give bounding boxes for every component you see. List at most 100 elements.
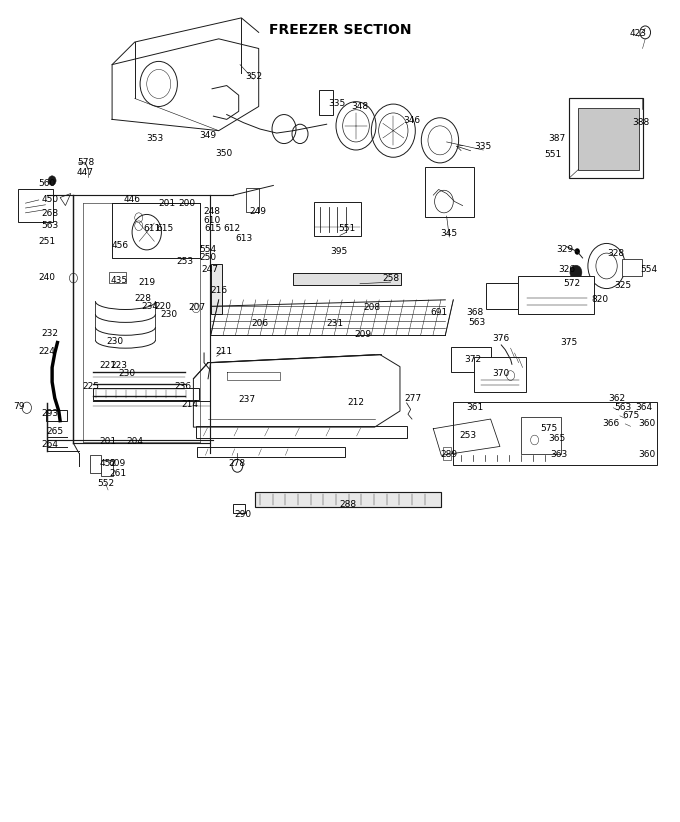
Text: 364: 364 [635, 404, 652, 413]
Text: 353: 353 [146, 134, 163, 143]
Text: 362: 362 [609, 394, 626, 403]
Text: 253: 253 [177, 256, 194, 266]
Text: 615: 615 [157, 224, 174, 233]
Text: 578: 578 [77, 159, 94, 168]
Text: 335: 335 [328, 99, 346, 108]
Text: 452: 452 [99, 459, 116, 468]
Text: 345: 345 [441, 229, 458, 238]
Text: 221: 221 [99, 362, 116, 371]
Text: 237: 237 [238, 395, 255, 404]
FancyBboxPatch shape [101, 460, 113, 476]
Text: 572: 572 [563, 279, 581, 289]
FancyBboxPatch shape [486, 283, 518, 309]
Text: 224: 224 [38, 347, 55, 356]
Text: 446: 446 [124, 196, 141, 205]
Text: 395: 395 [330, 247, 347, 256]
Text: 288: 288 [339, 500, 356, 509]
Text: 365: 365 [549, 434, 566, 443]
Text: 247: 247 [201, 265, 218, 274]
Text: 248: 248 [203, 206, 220, 215]
Text: 360: 360 [638, 450, 655, 459]
Text: 551: 551 [545, 150, 562, 159]
FancyBboxPatch shape [196, 427, 407, 437]
Text: 360: 360 [638, 419, 655, 428]
Text: 253: 253 [460, 431, 477, 440]
Circle shape [575, 248, 580, 255]
FancyBboxPatch shape [569, 98, 643, 178]
Text: 363: 363 [550, 450, 567, 459]
FancyBboxPatch shape [292, 273, 401, 284]
Text: 249: 249 [249, 206, 266, 215]
Text: 563: 563 [41, 221, 58, 230]
Text: 335: 335 [475, 142, 492, 151]
Text: 388: 388 [632, 118, 650, 127]
Text: 277: 277 [405, 394, 422, 403]
Text: 352: 352 [245, 72, 262, 81]
Text: 575: 575 [541, 424, 558, 433]
Text: 366: 366 [602, 419, 619, 428]
Text: 223: 223 [110, 362, 127, 371]
FancyBboxPatch shape [109, 271, 126, 283]
FancyBboxPatch shape [452, 348, 491, 372]
FancyBboxPatch shape [521, 417, 560, 454]
Text: 612: 612 [224, 224, 241, 233]
Text: 264: 264 [41, 441, 58, 450]
Text: 375: 375 [560, 338, 578, 347]
Text: 290: 290 [234, 510, 252, 519]
Text: 219: 219 [138, 278, 155, 287]
Text: 551: 551 [338, 224, 355, 233]
Text: 201: 201 [158, 199, 175, 208]
FancyBboxPatch shape [320, 90, 333, 115]
Text: 265: 265 [46, 427, 63, 436]
Text: 216: 216 [210, 286, 227, 294]
FancyBboxPatch shape [453, 402, 657, 465]
Text: 691: 691 [430, 308, 447, 317]
Circle shape [48, 176, 56, 186]
Text: 261: 261 [109, 469, 126, 478]
Text: 204: 204 [126, 437, 143, 446]
Text: 554: 554 [199, 246, 217, 254]
Text: 554: 554 [641, 265, 658, 274]
Text: 563: 563 [614, 404, 631, 413]
Text: 435: 435 [110, 276, 127, 285]
Text: 325: 325 [614, 281, 631, 290]
Text: 231: 231 [326, 320, 343, 329]
Text: 207: 207 [189, 303, 206, 312]
Text: 368: 368 [466, 308, 483, 317]
Text: 206: 206 [252, 320, 269, 329]
FancyBboxPatch shape [518, 276, 594, 313]
Text: 258: 258 [382, 275, 399, 284]
Text: 447: 447 [77, 168, 94, 177]
Text: 232: 232 [41, 329, 58, 338]
FancyBboxPatch shape [233, 504, 245, 513]
Text: 230: 230 [118, 369, 135, 378]
Text: 214: 214 [181, 400, 198, 409]
Text: 610: 610 [203, 215, 221, 224]
Text: 820: 820 [592, 295, 609, 304]
Text: 268: 268 [41, 209, 58, 218]
Text: 376: 376 [492, 334, 510, 343]
Text: 220: 220 [154, 302, 171, 311]
Text: 236: 236 [174, 382, 191, 391]
Text: 611: 611 [143, 224, 160, 233]
Text: 329: 329 [557, 246, 574, 254]
Text: 456: 456 [112, 241, 129, 250]
Text: 609: 609 [109, 459, 126, 468]
Text: 346: 346 [403, 117, 420, 126]
FancyBboxPatch shape [246, 188, 259, 212]
Text: 372: 372 [464, 355, 482, 364]
Text: 450: 450 [41, 196, 58, 205]
Text: 240: 240 [38, 273, 55, 282]
Text: 211: 211 [216, 347, 233, 356]
Text: 250: 250 [199, 253, 217, 262]
Text: 201: 201 [99, 437, 117, 446]
Text: 326: 326 [558, 265, 575, 274]
Text: 225: 225 [82, 382, 99, 391]
Text: 289: 289 [441, 450, 458, 459]
FancyBboxPatch shape [314, 202, 360, 236]
Text: 349: 349 [199, 131, 217, 140]
Text: FREEZER SECTION: FREEZER SECTION [269, 23, 411, 37]
FancyBboxPatch shape [578, 109, 639, 170]
Text: 361: 361 [466, 404, 483, 413]
FancyBboxPatch shape [46, 410, 67, 422]
